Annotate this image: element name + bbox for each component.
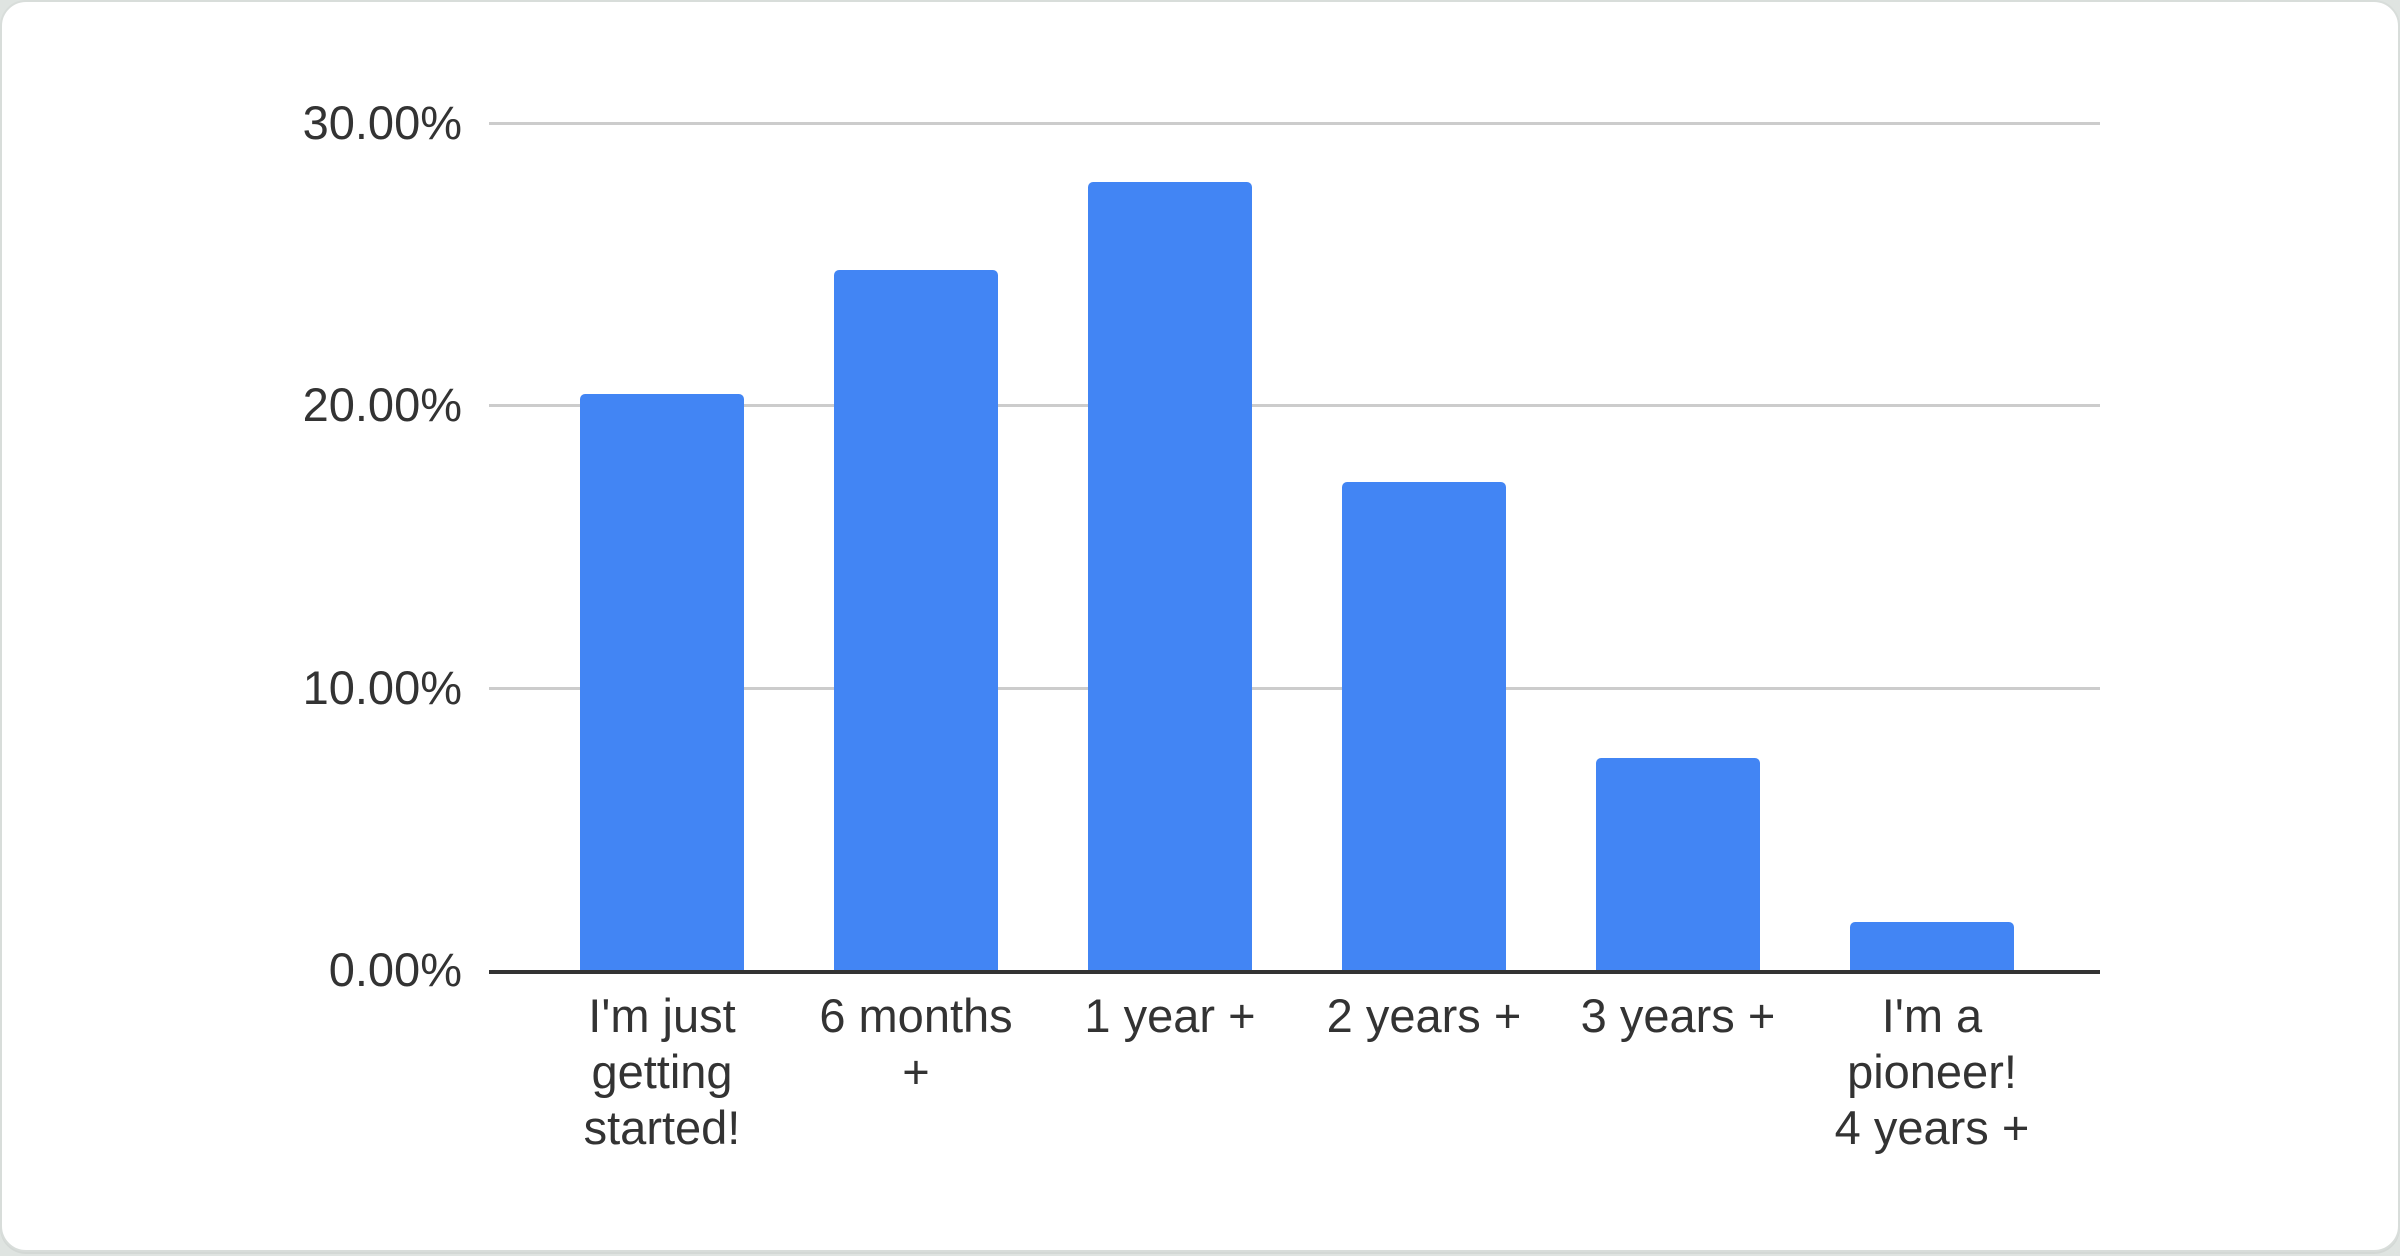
plot-area xyxy=(489,122,2100,974)
bar-1-year[interactable] xyxy=(1088,182,1252,970)
x-category-label-1-year: 1 year + xyxy=(1084,989,1256,1042)
gridline-10 xyxy=(489,687,2100,690)
bar-i-m-a-pioneer-4-years[interactable] xyxy=(1850,922,2014,970)
x-category-label-6-months: 6 months + xyxy=(819,989,1013,1098)
bar-2-years[interactable] xyxy=(1342,482,1506,970)
bar-i-m-just-getting-started[interactable] xyxy=(580,394,744,970)
x-category-label-i-m-a-pioneer-4-years: I'm a pioneer! 4 years + xyxy=(1834,989,2030,1154)
bar-6-months[interactable] xyxy=(834,270,998,970)
y-tick-label-20-00pct: 20.00% xyxy=(302,378,462,431)
gridline-20 xyxy=(489,404,2100,407)
x-category-label-3-years: 3 years + xyxy=(1580,989,1776,1042)
gridline-30 xyxy=(489,122,2100,125)
bar-3-years[interactable] xyxy=(1596,758,1760,970)
y-tick-label-0-00pct: 0.00% xyxy=(328,943,462,996)
y-tick-label-30-00pct: 30.00% xyxy=(302,96,462,149)
x-category-label-2-years: 2 years + xyxy=(1326,989,1522,1042)
x-category-label-i-m-just-getting-started: I'm just getting started! xyxy=(583,989,741,1154)
y-tick-label-10-00pct: 10.00% xyxy=(302,661,462,714)
